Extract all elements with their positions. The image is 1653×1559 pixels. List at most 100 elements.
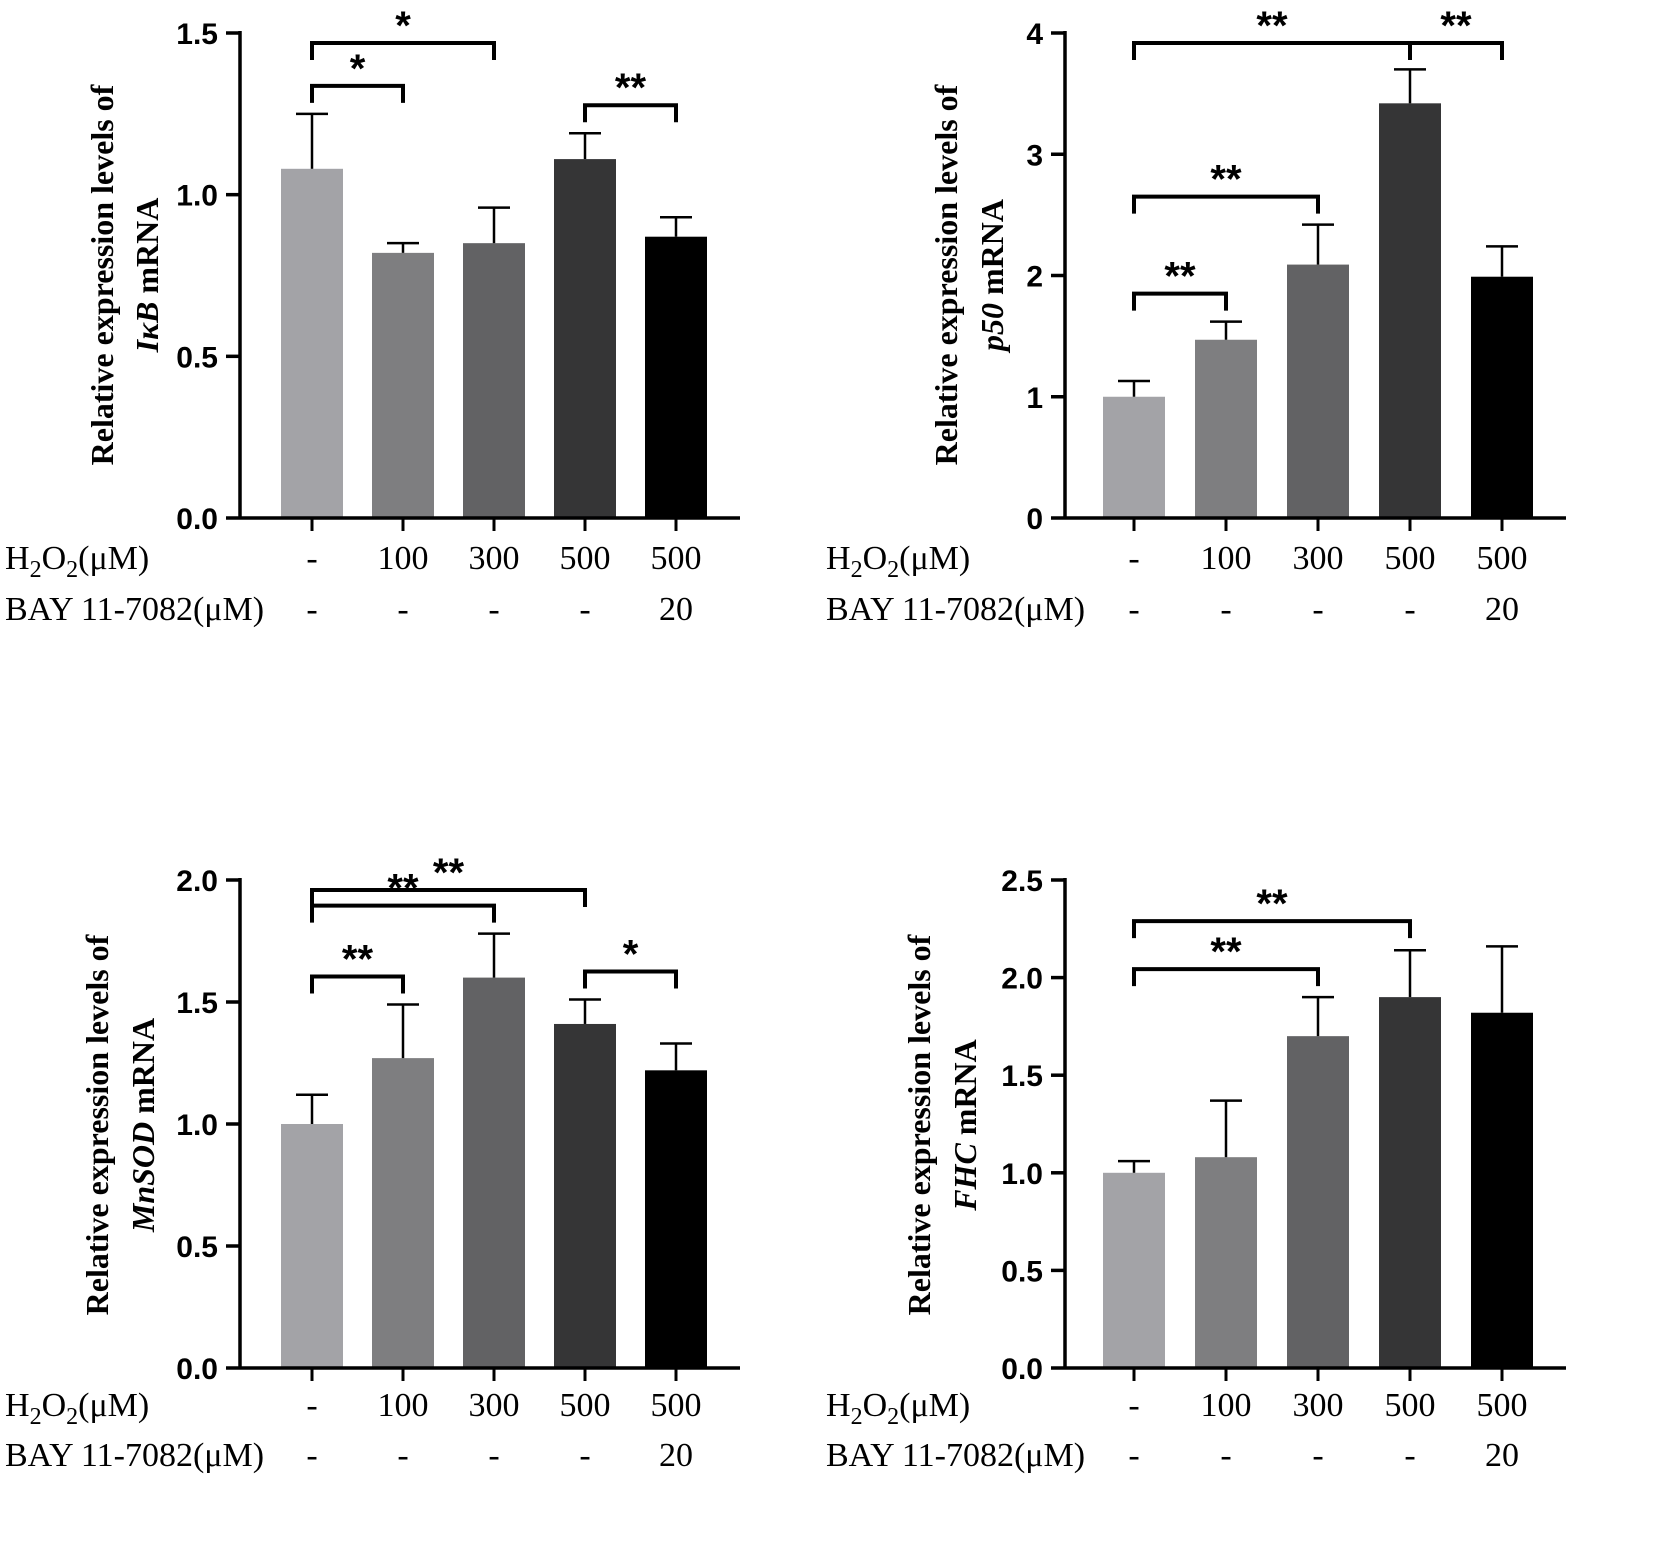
y-axis-label-line1: Relative expression levels of	[84, 84, 120, 465]
y-axis-label-line2: p50 mRNA	[974, 199, 1010, 354]
significance-bracket-0	[310, 974, 405, 994]
bay-value-2: -	[1312, 1437, 1323, 1474]
bay-row-label: BAY 11-7082(μM)	[5, 1437, 264, 1474]
bar-3	[554, 159, 616, 518]
bar-3	[554, 1023, 616, 1368]
y-tick-label-2: 1.0	[1001, 1158, 1043, 1191]
h2o2-o: O	[863, 540, 888, 577]
bar-4	[1471, 1012, 1533, 1368]
bar-1	[372, 1058, 434, 1368]
h2o2-unit: (μM)	[78, 540, 149, 577]
bay-value-4: 20	[1485, 591, 1519, 628]
significance-bracket-0	[310, 83, 405, 103]
significance-label-2: **	[615, 66, 647, 110]
bay-row-label: BAY 11-7082(μM)	[826, 1437, 1085, 1474]
y-tick-label-1: 0.5	[176, 341, 218, 374]
y-axis-unit: mRNA	[974, 199, 1010, 303]
bay-value-1: -	[397, 591, 408, 628]
y-tick-label-4: 4	[1026, 18, 1043, 51]
significance-bracket-2	[310, 888, 587, 907]
significance-label-3: *	[623, 933, 639, 977]
y-axis-label-line2: IκB mRNA	[129, 198, 165, 354]
h2o2-value-3: 500	[560, 1387, 611, 1424]
h2o2-h: H	[826, 1387, 851, 1424]
significance-label-0: **	[1164, 255, 1196, 299]
y-tick-label-1: 1	[1026, 382, 1043, 415]
bay-row-label: BAY 11-7082(μM)	[5, 591, 264, 628]
y-axis-unit: mRNA	[129, 198, 165, 302]
h2o2-sub2: 2	[887, 1404, 899, 1430]
h2o2-value-0: -	[1128, 1387, 1139, 1424]
h2o2-value-3: 500	[1385, 1387, 1436, 1424]
y-tick-label-0: 0.0	[176, 503, 218, 536]
h2o2-value-4: 500	[651, 1387, 702, 1424]
h2o2-o: O	[42, 1387, 67, 1424]
bar-1	[372, 252, 434, 518]
h2o2-value-0: -	[306, 540, 317, 577]
y-tick-label-0: 0	[1026, 503, 1043, 536]
significance-bracket-1	[1132, 919, 1412, 939]
y-tick-label-1: 0.5	[176, 1231, 218, 1264]
bar-0	[281, 168, 343, 519]
significance-label-2: **	[1256, 4, 1288, 48]
significance-bracket-0	[1132, 291, 1228, 311]
y-axis-label-line1: Relative expression levels of	[79, 934, 115, 1315]
bar-1	[1195, 339, 1257, 518]
significance-label-1: **	[1210, 158, 1242, 202]
bay-value-2: -	[488, 1437, 499, 1474]
significance-bracket-1	[310, 41, 496, 60]
y-axis-label-line2: MnSOD mRNA	[125, 1018, 161, 1233]
h2o2-value-4: 500	[1477, 540, 1528, 577]
y-tick-label-0: 0.0	[1001, 1353, 1043, 1386]
h2o2-value-1: 100	[1201, 540, 1252, 577]
h2o2-value-4: 500	[1477, 1387, 1528, 1424]
y-tick-label-2: 1.0	[176, 1109, 218, 1142]
bay-value-3: -	[1404, 591, 1415, 628]
chart-panel-top-left: 0.0 0.5 1.0 1.5 Relative expression levels o…	[5, 4, 740, 628]
h2o2-sub1: 2	[851, 557, 863, 583]
h2o2-h: H	[5, 1387, 30, 1424]
h2o2-value-3: 500	[1385, 540, 1436, 577]
bar-4	[645, 1070, 707, 1368]
y-axis-label-line1: Relative expression levels of	[928, 84, 964, 465]
bay-value-0: -	[306, 1437, 317, 1474]
significance-label-3: **	[1440, 4, 1472, 48]
bar-0	[281, 1124, 343, 1368]
y-axis-gene-name: p50	[974, 303, 1010, 354]
y-axis-unit: mRNA	[947, 1039, 983, 1143]
y-axis-gene-name: IκB	[129, 302, 165, 354]
chart-panel-bottom-right: 0.0 0.5 1.0 1.5 2.0 2.5 Relative expression le…	[826, 865, 1566, 1474]
h2o2-o: O	[863, 1387, 888, 1424]
y-tick-label-1: 0.5	[1001, 1255, 1043, 1288]
y-axis-label-line1: Relative expression levels of	[901, 934, 937, 1315]
y-tick-label-3: 1.5	[1001, 1060, 1043, 1093]
bar-3	[1379, 997, 1441, 1368]
h2o2-sub1: 2	[30, 557, 42, 583]
y-tick-label-4: 2.0	[176, 865, 218, 898]
bay-value-1: -	[1220, 591, 1231, 628]
h2o2-sub1: 2	[851, 1404, 863, 1430]
h2o2-unit: (μM)	[899, 540, 970, 577]
h2o2-value-2: 300	[469, 1387, 520, 1424]
significance-bracket-3	[583, 969, 678, 989]
h2o2-sub1: 2	[30, 1404, 42, 1430]
bar-4	[645, 236, 707, 518]
significance-bracket-1	[310, 903, 496, 923]
y-tick-label-2: 1.0	[176, 180, 218, 213]
h2o2-sub2: 2	[887, 557, 899, 583]
significance-label-1: *	[395, 4, 411, 48]
bay-value-2: -	[1312, 591, 1323, 628]
h2o2-row-label: H2O2(μM)	[5, 1387, 149, 1430]
y-axis-label-line2: FHC mRNA	[947, 1039, 983, 1212]
bar-0	[1103, 396, 1165, 518]
bay-value-2: -	[488, 591, 499, 628]
bar-2	[1287, 1036, 1349, 1368]
significance-bracket-1	[1132, 194, 1320, 214]
h2o2-o: O	[42, 540, 67, 577]
y-tick-label-0: 0.0	[176, 1353, 218, 1386]
h2o2-value-2: 300	[1293, 1387, 1344, 1424]
bay-value-1: -	[1220, 1437, 1231, 1474]
chart-panel-bottom-left: 0.0 0.5 1.0 1.5 2.0 Relative expression level…	[5, 851, 740, 1474]
significance-label-0: *	[350, 47, 366, 91]
